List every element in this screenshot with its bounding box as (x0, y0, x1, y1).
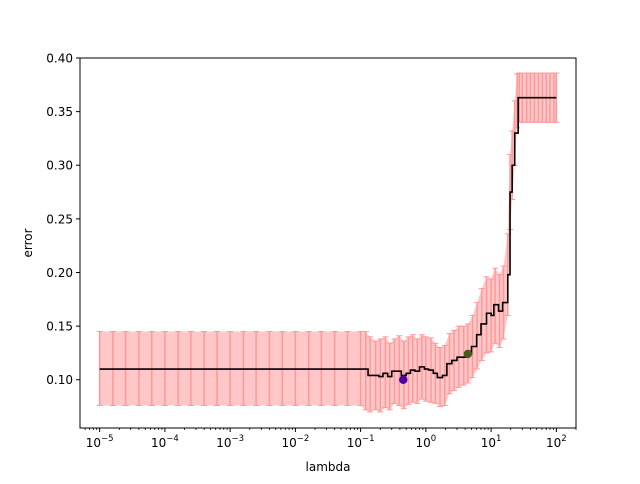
x-tick-label-7: 102 (546, 434, 567, 450)
y-tick-label-6: 0.40 (46, 52, 73, 66)
plot-frame (79, 57, 577, 429)
y-tick-label-1: 0.15 (46, 320, 73, 334)
y-tick-label-3: 0.25 (46, 212, 73, 226)
y-tick-label-4: 0.30 (46, 159, 73, 173)
y-tick-label-5: 0.35 (46, 105, 73, 119)
x-tick-label-3: 10−2 (281, 434, 309, 450)
x-tick-label-6: 101 (481, 434, 502, 450)
x-axis: 10−5 10−4 10−3 10−2 10−1 100 101 102 (84, 428, 577, 450)
x-tick-label-5: 100 (416, 434, 437, 450)
y-tick-label-0: 0.10 (46, 373, 73, 387)
markers-layer (399, 349, 473, 384)
x-tick-label-4: 10−1 (347, 434, 375, 450)
y-tick-label-2: 0.20 (46, 266, 73, 280)
x-tick-label-0: 10−5 (86, 434, 114, 450)
errorbar-band (99, 73, 557, 412)
error-line (99, 96, 557, 379)
y-axis-label: error (21, 228, 35, 257)
highlight-marker-0 (399, 375, 408, 384)
x-tick-label-2: 10−3 (216, 434, 244, 450)
x-tick-label-1: 10−4 (151, 434, 179, 450)
highlight-marker-1 (463, 349, 473, 359)
x-axis-label: lambda (306, 460, 351, 474)
y-axis: 0.10 0.15 0.20 0.25 0.30 0.35 0.40 (46, 52, 80, 387)
line-layer (99, 96, 557, 379)
